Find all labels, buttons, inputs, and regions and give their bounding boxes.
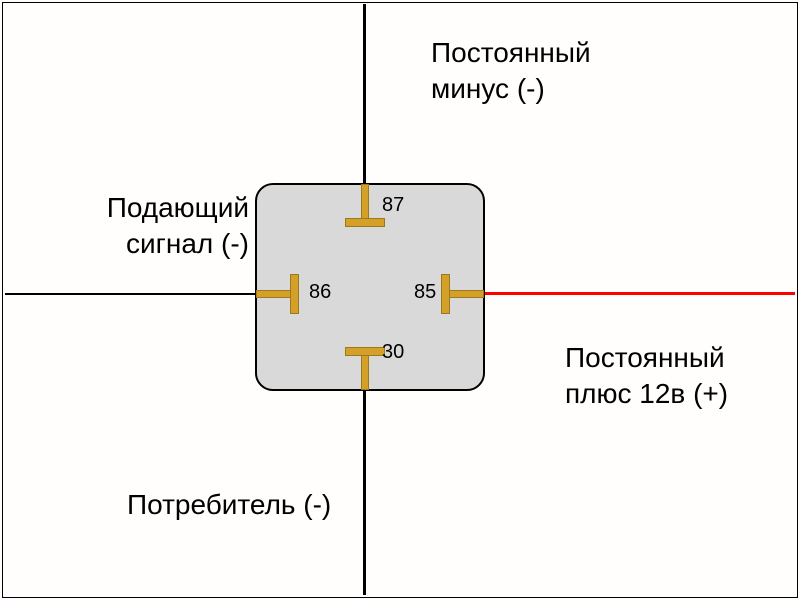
pin-87-cap [345,218,385,227]
label-right-line2: плюс 12в (+) [565,378,728,409]
label-left-line1: Подающий [107,192,249,223]
label-right: Постоянный плюс 12в (+) [565,340,728,413]
label-bottom-text: Потребитель (-) [127,489,331,520]
pin-85-stem [447,290,484,298]
label-top-line1: Постоянный [431,37,591,68]
label-left: Подающий сигнал (-) [84,190,249,263]
label-top-line2: минус (-) [431,73,545,104]
label-right-line1: Постоянный [565,342,725,373]
pin-86-cap [290,274,299,314]
pin-86-stem [256,290,293,298]
wire-left [5,293,255,295]
wire-right [485,292,795,295]
wire-bottom [363,391,366,595]
pin-87-stem [361,184,369,221]
pin-30-stem [361,353,369,390]
pin-85-label: 85 [414,281,436,304]
pin-85-cap [441,274,450,314]
label-bottom: Потребитель (-) [127,487,331,523]
pin-30-label: 30 [382,341,404,364]
pin-86-label: 86 [309,281,331,304]
label-left-line2: сигнал (-) [126,228,249,259]
wire-top [363,4,366,184]
pin-30-cap [345,347,385,356]
label-top: Постоянный минус (-) [431,35,591,108]
pin-87-label: 87 [382,194,404,217]
